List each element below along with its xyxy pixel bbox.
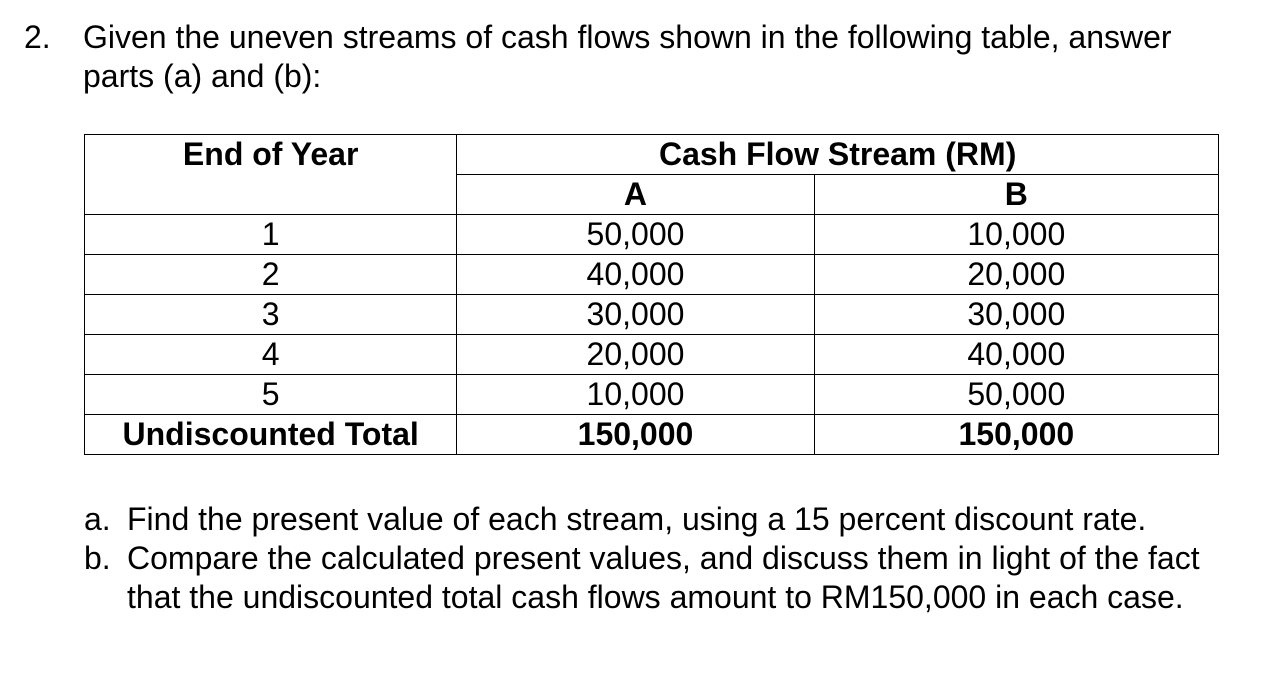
part-a: a. Find the present value of each stream… — [84, 500, 1244, 539]
stream-b-cell: 30,000 — [813, 294, 1220, 335]
stream-b-cell: 50,000 — [813, 374, 1220, 415]
stream-a-cell: 40,000 — [456, 254, 815, 295]
cash-flow-table: End of Year Cash Flow Stream (RM) A B 1 … — [83, 134, 1220, 455]
total-row: Undiscounted Total 150,000 150,000 — [83, 414, 1220, 455]
total-label: Undiscounted Total — [83, 414, 458, 455]
table-row: 5 10,000 50,000 — [83, 374, 1220, 415]
table-row: 4 20,000 40,000 — [83, 334, 1220, 375]
stream-b-cell: 40,000 — [813, 334, 1220, 375]
column-b-header: B — [813, 174, 1220, 215]
table-row: 2 40,000 20,000 — [83, 254, 1220, 295]
part-a-label: a. — [84, 501, 111, 537]
table-subheader-row: A B — [85, 174, 1220, 215]
stream-a-cell: 30,000 — [456, 294, 815, 335]
stream-header: Cash Flow Stream (RM) — [456, 134, 1219, 175]
stream-a-cell: 20,000 — [456, 334, 815, 375]
table-row: 1 50,000 10,000 — [83, 214, 1220, 255]
year-cell: 3 — [83, 294, 458, 335]
table-row: 3 30,000 30,000 — [83, 294, 1220, 335]
year-header: End of Year — [83, 134, 458, 215]
year-cell: 5 — [83, 374, 458, 415]
part-b-text: Compare the calculated present values, a… — [127, 540, 1200, 615]
year-cell: 1 — [83, 214, 458, 255]
table-header-row: End of Year Cash Flow Stream (RM) — [83, 134, 1219, 215]
question-number: 2. — [24, 19, 51, 55]
stream-a-cell: 10,000 — [456, 374, 815, 415]
total-b-cell: 150,000 — [813, 414, 1220, 455]
question-text: Given the uneven streams of cash flows s… — [83, 19, 1172, 94]
stream-b-cell: 20,000 — [813, 254, 1220, 295]
total-a-cell: 150,000 — [456, 414, 815, 455]
year-cell: 2 — [83, 254, 458, 295]
stream-b-cell: 10,000 — [813, 214, 1220, 255]
part-a-text: Find the present value of each stream, u… — [127, 501, 1147, 537]
part-b: b. Compare the calculated present values… — [84, 539, 1244, 617]
question-parts: a. Find the present value of each stream… — [84, 500, 1244, 617]
year-cell: 4 — [83, 334, 458, 375]
part-b-label: b. — [84, 540, 111, 576]
column-a-header: A — [456, 174, 815, 215]
stream-a-cell: 50,000 — [456, 214, 815, 255]
